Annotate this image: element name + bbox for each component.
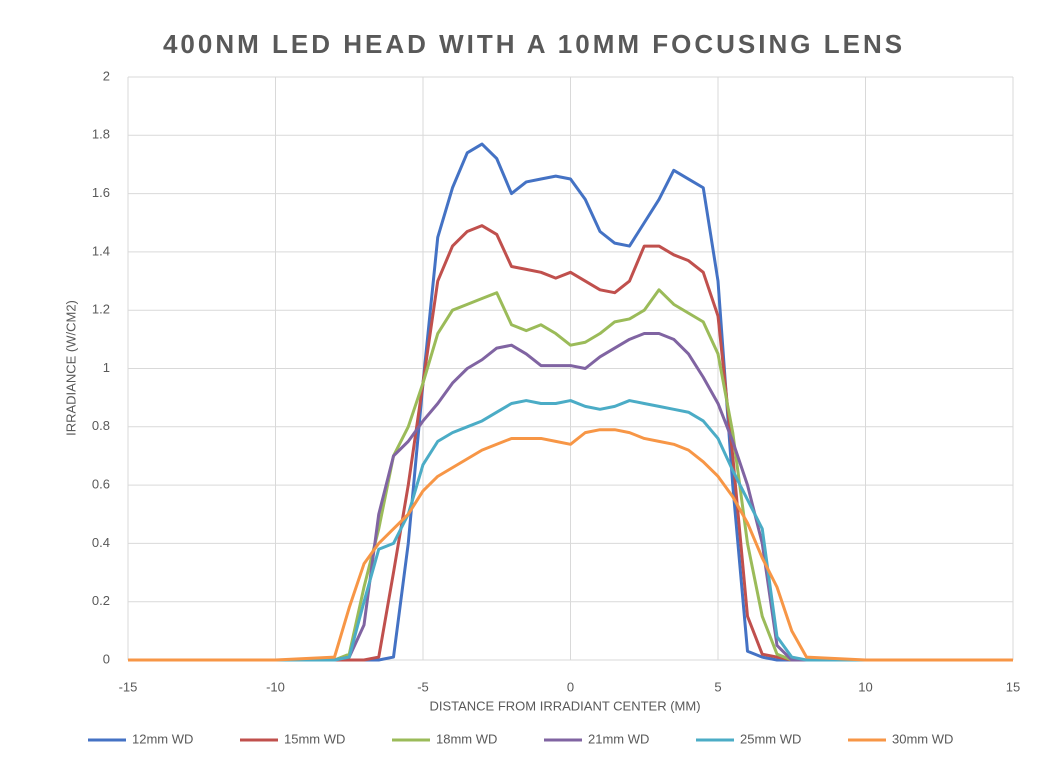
- y-tick-label: 2: [103, 68, 110, 83]
- y-tick-label: 1.6: [92, 185, 110, 200]
- y-tick-label: 0.4: [92, 535, 110, 550]
- legend-label: 30mm WD: [892, 731, 953, 746]
- x-tick-label: -10: [266, 679, 285, 694]
- chart-title: 400NM LED HEAD WITH A 10MM FOCUSING LENS: [163, 29, 905, 59]
- x-tick-label: -15: [119, 679, 138, 694]
- y-tick-label: 1.4: [92, 243, 110, 258]
- x-tick-label: 5: [714, 679, 721, 694]
- y-tick-label: 0.2: [92, 593, 110, 608]
- legend-label: 21mm WD: [588, 731, 649, 746]
- x-axis-label: DISTANCE FROM IRRADIANT CENTER (MM): [429, 698, 700, 713]
- series-line: [128, 332, 1013, 662]
- legend-label: 12mm WD: [132, 731, 193, 746]
- x-tick-label: 0: [567, 679, 574, 694]
- x-tick-label: 15: [1006, 679, 1020, 694]
- series-line: [128, 399, 1013, 662]
- y-tick-label: 1.2: [92, 302, 110, 317]
- x-tick-label: -5: [417, 679, 429, 694]
- series-line: [128, 428, 1013, 662]
- legend-label: 25mm WD: [740, 731, 801, 746]
- y-tick-label: 1: [103, 360, 110, 375]
- y-tick-label: 0.8: [92, 418, 110, 433]
- legend-label: 18mm WD: [436, 731, 497, 746]
- series-line: [128, 224, 1013, 662]
- y-tick-label: 1.8: [92, 127, 110, 142]
- y-tick-label: 0: [103, 651, 110, 666]
- series-line: [128, 142, 1013, 662]
- legend-label: 15mm WD: [284, 731, 345, 746]
- x-tick-label: 10: [858, 679, 872, 694]
- y-axis-label: IRRADIANCE (W/CM2): [63, 300, 78, 436]
- y-tick-label: 0.6: [92, 477, 110, 492]
